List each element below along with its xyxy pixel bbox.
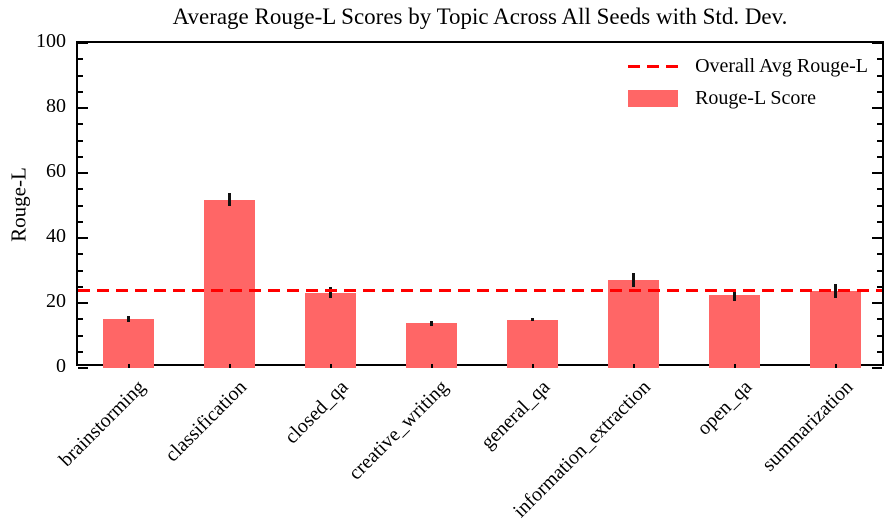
y-minor-tick-right	[877, 123, 882, 126]
bar-general_qa	[507, 319, 558, 368]
legend-item-rouge-score: Rouge-L Score	[628, 87, 868, 110]
y-minor-tick	[78, 188, 83, 191]
y-minor-tick-right	[877, 155, 882, 158]
y-minor-tick-right	[877, 220, 882, 223]
y-tick-label: 40	[46, 225, 66, 247]
x-tick	[329, 364, 332, 368]
y-minor-tick-right	[877, 90, 882, 93]
x-tick-label-creative_writing: creative_writing	[344, 376, 454, 485]
y-major-tick-right	[872, 172, 882, 174]
y-minor-tick-right	[877, 269, 882, 272]
y-minor-tick	[78, 139, 83, 142]
y-major-tick-right	[872, 107, 882, 109]
y-major-tick-right	[872, 42, 882, 44]
y-tick-label: 0	[56, 355, 66, 377]
error-bar-classification	[228, 193, 231, 206]
y-minor-tick	[78, 90, 83, 93]
error-bar-open_qa	[733, 289, 736, 301]
y-tick-label: 60	[46, 160, 66, 182]
y-minor-tick	[78, 334, 83, 337]
y-major-tick	[78, 237, 88, 239]
y-minor-tick	[78, 285, 83, 288]
error-bar-general_qa	[531, 318, 534, 321]
error-bar-brainstorming	[127, 315, 130, 322]
bar-swatch	[628, 90, 679, 107]
x-tick	[127, 364, 130, 368]
dashed-line-swatch	[628, 65, 679, 68]
y-major-tick-right	[872, 237, 882, 239]
bar-summarization	[810, 291, 861, 368]
y-tick-label: 80	[46, 95, 66, 117]
bar-open_qa	[709, 294, 760, 368]
x-tick-label-classification: classification	[160, 376, 252, 467]
x-tick-label-general_qa: general_qa	[476, 376, 555, 454]
y-minor-tick-right	[877, 139, 882, 142]
y-minor-tick	[78, 123, 83, 126]
legend-label: Rouge-L Score	[695, 87, 816, 109]
y-major-tick	[78, 302, 88, 304]
x-tick	[228, 364, 231, 368]
y-minor-tick	[78, 269, 83, 272]
y-major-tick	[78, 42, 88, 44]
x-tick	[632, 364, 635, 368]
chart-title: Average Rouge-L Scores by Topic Across A…	[172, 4, 788, 29]
y-minor-tick	[78, 155, 83, 158]
x-tick	[733, 364, 736, 368]
plot-area: Overall Avg Rouge-L Rouge-L Score	[76, 41, 884, 369]
y-minor-tick-right	[877, 350, 882, 353]
y-minor-tick	[78, 58, 83, 61]
error-bar-information_extraction	[632, 272, 635, 288]
y-minor-tick-right	[877, 285, 882, 288]
y-minor-tick	[78, 204, 83, 207]
bar-brainstorming	[103, 318, 154, 368]
y-major-tick	[78, 107, 88, 109]
y-minor-tick-right	[877, 253, 882, 256]
legend-label: Overall Avg Rouge-L	[695, 55, 868, 77]
legend: Overall Avg Rouge-L Rouge-L Score	[628, 55, 868, 110]
error-bar-closed_qa	[329, 287, 332, 299]
bar-creative_writing	[406, 323, 457, 368]
y-minor-tick-right	[877, 334, 882, 337]
x-tick-label-brainstorming: brainstorming	[55, 376, 151, 471]
y-tick-label: 100	[36, 30, 66, 52]
y-minor-tick-right	[877, 318, 882, 321]
y-minor-tick-right	[877, 204, 882, 207]
y-major-tick-right	[872, 302, 882, 304]
y-minor-tick	[78, 220, 83, 223]
y-minor-tick-right	[877, 188, 882, 191]
x-tick	[834, 364, 837, 368]
y-tick-label: 20	[46, 290, 66, 312]
error-bar-creative_writing	[430, 320, 433, 327]
x-tick-label-open_qa: open_qa	[692, 376, 757, 440]
x-tick	[531, 364, 534, 368]
y-major-tick	[78, 367, 88, 369]
x-tick-label-closed_qa: closed_qa	[279, 376, 353, 449]
y-major-tick	[78, 172, 88, 174]
y-minor-tick	[78, 74, 83, 77]
y-minor-tick	[78, 318, 83, 321]
y-minor-tick	[78, 253, 83, 256]
y-minor-tick-right	[877, 58, 882, 61]
y-minor-tick-right	[877, 74, 882, 77]
overall-avg-line	[78, 288, 882, 292]
x-tick-label-summarization: summarization	[757, 376, 858, 476]
x-tick	[430, 364, 433, 368]
y-major-tick-right	[872, 367, 882, 369]
bar-classification	[204, 199, 255, 368]
y-minor-tick	[78, 350, 83, 353]
bar-closed_qa	[305, 292, 356, 368]
legend-item-overall-avg: Overall Avg Rouge-L	[628, 55, 868, 78]
bar-information_extraction	[608, 279, 659, 368]
